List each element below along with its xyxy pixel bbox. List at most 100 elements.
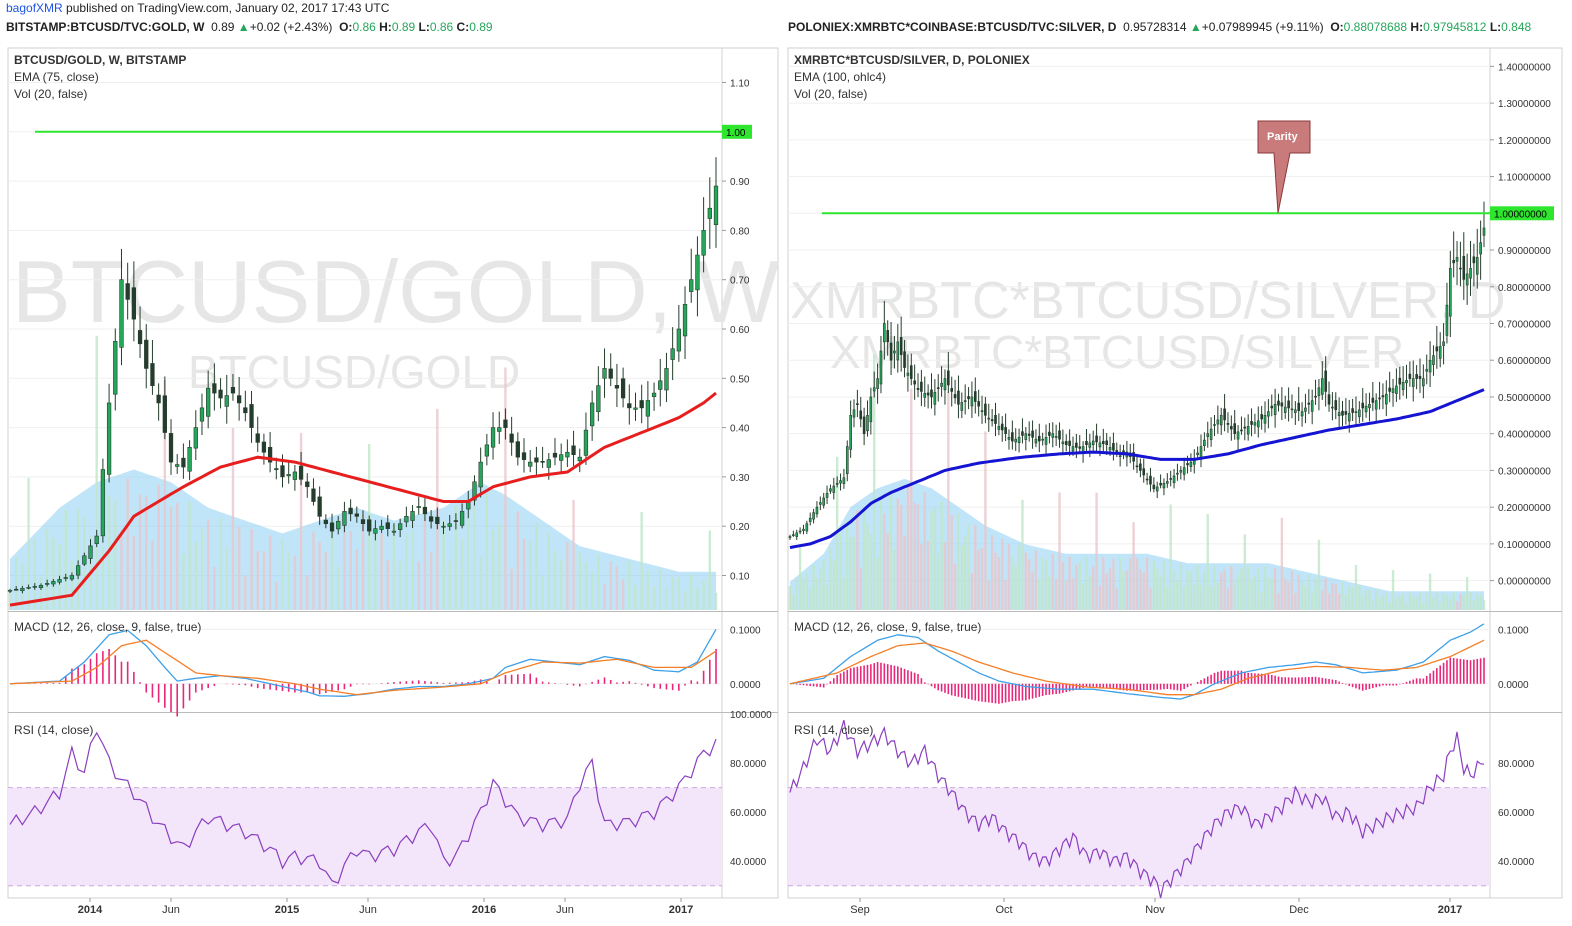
left-candle-body bbox=[583, 429, 589, 456]
right-candle-body bbox=[1287, 400, 1290, 409]
right-candle-body bbox=[1425, 369, 1429, 372]
left-volume-bar bbox=[27, 477, 30, 610]
right-volume-bar bbox=[802, 578, 805, 610]
left-ticker-bar: BITSTAMP:BTCUSD/TVC:GOLD, W 0.89 ▲+0.02 … bbox=[6, 18, 776, 36]
right-volume-bar bbox=[1169, 504, 1172, 610]
right-candle-body bbox=[1102, 441, 1105, 445]
left-parity-price-tag bbox=[722, 124, 752, 139]
right-volume-bar bbox=[970, 573, 974, 610]
right-volume-bar bbox=[926, 540, 930, 610]
right-price-tick-label: 1.40000000 bbox=[1498, 62, 1551, 73]
right-ticker-bar: POLONIEX:XMRBTC*COINBASE:BTCUSD/TVC:SILV… bbox=[788, 18, 1568, 36]
right-candle-body bbox=[1482, 227, 1486, 236]
right-candle-body bbox=[1240, 429, 1243, 432]
right-volume-bar bbox=[943, 542, 947, 610]
right-volume-bar bbox=[1041, 557, 1044, 610]
left-volume-bar bbox=[708, 530, 712, 610]
right-volume-bar bbox=[1011, 555, 1014, 610]
right-candle-body bbox=[930, 389, 933, 398]
right-volume-bar bbox=[1401, 592, 1405, 610]
left-l-label: L: bbox=[418, 20, 430, 34]
right-candle-body bbox=[1061, 441, 1065, 445]
left-candle-body bbox=[317, 496, 322, 517]
right-candle-body bbox=[1206, 433, 1210, 437]
left-price-tick-label: 1.10 bbox=[730, 79, 750, 90]
right-candle-body bbox=[1233, 423, 1237, 434]
left-volume-bar bbox=[39, 577, 43, 610]
right-candle-body bbox=[940, 382, 943, 387]
left-candle-body bbox=[168, 433, 174, 463]
left-candle-body bbox=[26, 587, 31, 589]
left-volume-bar bbox=[237, 527, 241, 610]
parity-callout bbox=[1257, 120, 1311, 214]
right-volume-bar bbox=[809, 589, 812, 610]
right-candle-body bbox=[1347, 413, 1351, 422]
right-volume-bar bbox=[1257, 567, 1260, 610]
left-candle-body bbox=[255, 433, 260, 443]
right-candle-body bbox=[1479, 242, 1482, 255]
right-volume-bar bbox=[1068, 556, 1071, 610]
right-candle-body bbox=[1374, 400, 1378, 410]
right-candle-body bbox=[1320, 378, 1324, 395]
right-volume-bar bbox=[1024, 552, 1028, 610]
right-candle-body bbox=[1145, 478, 1149, 481]
right-candle-body bbox=[1435, 346, 1439, 352]
left-time-tick-label: Jun bbox=[556, 904, 574, 916]
left-candle-body bbox=[367, 519, 372, 532]
right-candle-body bbox=[1307, 402, 1311, 405]
right-volume-bar bbox=[1038, 579, 1041, 610]
right-volume-bar bbox=[1476, 594, 1479, 610]
left-volume-bar bbox=[615, 566, 619, 610]
right-candle-body bbox=[1085, 441, 1088, 446]
right-volume-bar bbox=[876, 557, 879, 610]
right-candle-body bbox=[943, 378, 947, 391]
right-volume-bar bbox=[839, 531, 842, 610]
right-ema-line bbox=[789, 388, 1485, 550]
right-candle-body bbox=[1216, 419, 1220, 425]
left-symbol: BITSTAMP:BTCUSD/TVC:GOLD, W bbox=[6, 20, 205, 34]
right-volume-bar bbox=[1240, 568, 1243, 610]
left-h-label: H: bbox=[379, 20, 392, 34]
right-volume-bar bbox=[1172, 570, 1176, 610]
left-low: 0.86 bbox=[429, 20, 454, 34]
right-candle-body bbox=[1297, 402, 1301, 412]
right-macd-legend: MACD (12, 26, close, 9, false, true) bbox=[794, 620, 981, 634]
left-volume-bar bbox=[516, 511, 520, 610]
right-candle-body bbox=[1108, 447, 1112, 451]
right-candle-body bbox=[1219, 415, 1223, 426]
left-volume-bar bbox=[541, 576, 544, 610]
right-candle-body bbox=[815, 506, 819, 515]
right-candle-body bbox=[1041, 438, 1044, 441]
right-panel-frame bbox=[787, 47, 1563, 899]
right-candle-body bbox=[1294, 409, 1297, 413]
left-volume-bar bbox=[690, 573, 693, 610]
right-volume-bar bbox=[862, 508, 866, 610]
right-volume-bar bbox=[1273, 568, 1277, 610]
right-candle-body bbox=[893, 350, 896, 354]
right-rsi-tick-label: 40.0000 bbox=[1498, 857, 1535, 868]
right-volume-bar bbox=[963, 536, 967, 610]
right-volume-bar bbox=[947, 391, 950, 610]
right-change: +0.07989945 (+9.11%) bbox=[1201, 20, 1324, 34]
right-volume-bar bbox=[1034, 550, 1038, 610]
left-candle-body bbox=[212, 383, 217, 394]
right-volume-bar bbox=[933, 507, 937, 610]
left-volume-bar bbox=[652, 585, 656, 610]
right-candle-body bbox=[866, 415, 869, 432]
author-link[interactable]: bagofXMR bbox=[6, 1, 63, 15]
right-candle-body bbox=[936, 387, 940, 389]
right-volume-bar bbox=[1331, 582, 1334, 610]
left-volume-bar bbox=[176, 503, 179, 610]
right-candle-body bbox=[1004, 427, 1007, 434]
left-volume-bar bbox=[275, 581, 278, 610]
right-candle-body bbox=[849, 415, 852, 450]
right-volume-bar bbox=[1092, 566, 1095, 610]
right-candle-body bbox=[1132, 452, 1135, 462]
left-macd-tick-label: 0.0000 bbox=[730, 680, 761, 691]
right-candle-body bbox=[1290, 408, 1294, 411]
right-candle-body bbox=[1007, 437, 1011, 440]
right-volume-bar bbox=[1364, 590, 1368, 610]
right-candle-body bbox=[1341, 410, 1344, 416]
left-candle-body bbox=[608, 368, 613, 379]
